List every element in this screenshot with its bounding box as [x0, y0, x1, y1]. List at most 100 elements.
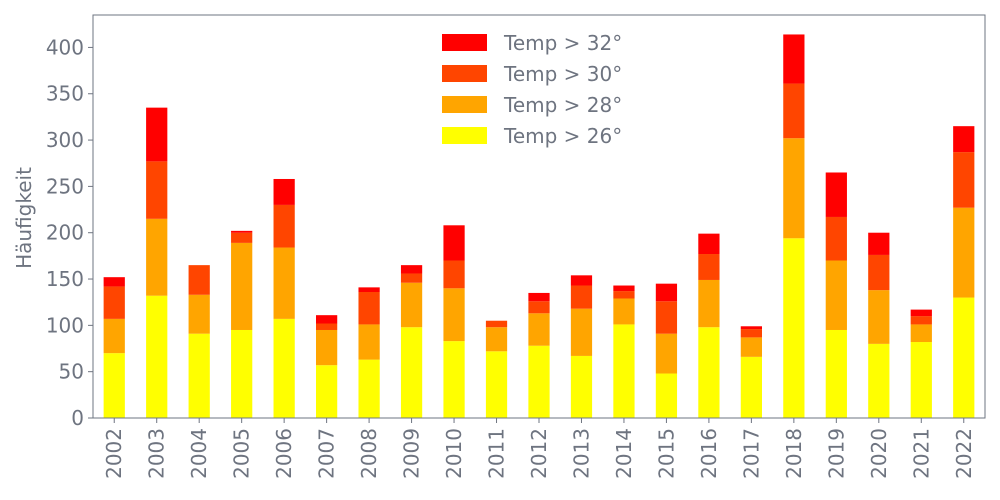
bar-segment-2002-series-3 — [103, 277, 125, 287]
bar-segment-2016-series-2 — [698, 254, 720, 280]
bar-segment-2005-series-3 — [231, 230, 253, 233]
bar-segment-2015-series-1 — [655, 333, 678, 374]
bar-segment-2007-series-0 — [316, 365, 338, 418]
bar-segment-2016-series-0 — [698, 327, 720, 418]
bar-segment-2003-series-2 — [146, 161, 168, 219]
bar-segment-2008-series-3 — [358, 287, 380, 292]
legend-swatch — [442, 34, 487, 51]
bar-segment-2010-series-1 — [443, 288, 465, 342]
y-tick-label: 400 — [46, 35, 84, 59]
bar-segment-2008-series-1 — [358, 324, 380, 360]
legend: Temp > 32° Temp > 30° Temp > 28° Temp > 26° — [442, 31, 622, 148]
bar-segment-2008-series-2 — [358, 292, 380, 325]
x-tick-label: 2006 — [272, 428, 296, 479]
legend-swatch — [442, 65, 487, 82]
y-tick-label: 50 — [59, 360, 84, 384]
bar-segment-2003-series-1 — [146, 218, 168, 296]
x-tick-label: 2015 — [654, 428, 678, 479]
bar-segment-2021-series-0 — [910, 342, 932, 418]
x-tick-label: 2004 — [187, 428, 211, 479]
bar-segment-2022-series-1 — [953, 207, 975, 298]
bar-segment-2009-series-0 — [400, 327, 423, 418]
x-tick-label: 2003 — [145, 428, 169, 479]
legend-swatch — [442, 96, 487, 113]
bar-segment-2003-series-3 — [146, 107, 168, 162]
x-tick-label: 2005 — [230, 428, 254, 479]
bar-segment-2004-series-0 — [188, 333, 210, 418]
bar-segment-2002-series-1 — [103, 318, 125, 354]
bar-segment-2011-series-1 — [485, 327, 508, 352]
bar-segment-2007-series-2 — [316, 323, 338, 330]
bar-segment-2005-series-1 — [231, 242, 253, 330]
bar-segment-2006-series-0 — [273, 318, 295, 418]
bar-segment-2015-series-0 — [655, 373, 678, 418]
bar-segment-2018-series-1 — [783, 138, 805, 239]
bar-segment-2014-series-0 — [613, 324, 635, 418]
bar-segment-2013-series-1 — [570, 308, 593, 356]
legend-label: Temp > 26° — [503, 124, 622, 148]
bar-segment-2020-series-1 — [868, 290, 890, 344]
y-tick-label: 250 — [46, 174, 84, 198]
legend-swatch — [442, 127, 487, 144]
bar-segment-2018-series-2 — [783, 83, 805, 139]
bar-segment-2008-series-0 — [358, 359, 380, 418]
bar-segment-2006-series-3 — [273, 178, 295, 205]
bar-segment-2012-series-3 — [528, 292, 550, 302]
bar-segment-2007-series-3 — [316, 315, 338, 324]
bar-segment-2012-series-0 — [528, 345, 550, 418]
bar-segment-2019-series-1 — [825, 260, 847, 330]
x-tick-label: 2007 — [315, 428, 339, 479]
y-tick-label: 0 — [71, 406, 84, 430]
bar-segment-2006-series-1 — [273, 247, 295, 319]
x-tick-label: 2022 — [952, 428, 976, 479]
y-tick-label: 300 — [46, 128, 84, 152]
bar-segment-2014-series-2 — [613, 291, 635, 299]
bar-segment-2020-series-2 — [868, 254, 890, 291]
bar-segment-2005-series-2 — [231, 232, 253, 243]
bar-segment-2017-series-2 — [740, 329, 762, 338]
bar-segment-2022-series-3 — [953, 126, 975, 153]
x-tick-label: 2014 — [612, 428, 636, 479]
bar-segment-2007-series-1 — [316, 329, 338, 366]
bar-segment-2013-series-2 — [570, 285, 593, 309]
bar-segment-2022-series-0 — [953, 297, 975, 418]
bar-segment-2012-series-2 — [528, 301, 550, 314]
bar-segment-2017-series-0 — [740, 356, 762, 418]
bar-segment-2019-series-2 — [825, 216, 847, 261]
bar-segment-2003-series-0 — [146, 295, 168, 418]
axes-layer: 0 50 100 150 200 250 300 350 400 2002 2003 2004 2005… — [46, 14, 986, 479]
bar-segment-2002-series-0 — [103, 353, 125, 418]
bar-segment-2015-series-2 — [655, 301, 678, 334]
legend-label: Temp > 28° — [503, 93, 622, 117]
y-tick-label: 150 — [46, 267, 84, 291]
bar-segment-2010-series-0 — [443, 341, 465, 418]
x-tick-label: 2010 — [442, 428, 466, 479]
legend-label: Temp > 30° — [503, 62, 622, 86]
bar-segment-2006-series-2 — [273, 204, 295, 248]
bar-segment-2009-series-3 — [400, 265, 423, 274]
bar-segment-2017-series-3 — [740, 326, 762, 330]
x-tick-label: 2018 — [782, 428, 806, 479]
bar-segment-2010-series-2 — [443, 260, 465, 289]
bar-segment-2019-series-3 — [825, 172, 847, 217]
bar-segment-2014-series-1 — [613, 298, 635, 325]
x-tick-label: 2002 — [102, 428, 126, 479]
bar-segment-2016-series-1 — [698, 279, 720, 328]
bar-segment-2004-series-1 — [188, 294, 210, 334]
y-tick-label: 100 — [46, 313, 84, 337]
bar-segment-2018-series-3 — [783, 34, 805, 84]
bar-segment-2002-series-2 — [103, 286, 125, 319]
x-tick-label: 2021 — [909, 428, 933, 479]
bar-segment-2012-series-1 — [528, 313, 550, 346]
bar-segment-2020-series-3 — [868, 232, 890, 255]
x-tick-label: 2008 — [357, 428, 381, 479]
bars-layer — [103, 34, 975, 418]
bar-segment-2021-series-1 — [910, 324, 932, 343]
y-axis-title: Häufigkeit — [12, 167, 36, 269]
x-tick-label: 2011 — [485, 428, 509, 479]
bar-segment-2021-series-3 — [910, 309, 932, 317]
x-tick-label: 2019 — [824, 428, 848, 479]
bar-segment-2009-series-2 — [400, 273, 423, 283]
bar-segment-2019-series-0 — [825, 329, 847, 418]
